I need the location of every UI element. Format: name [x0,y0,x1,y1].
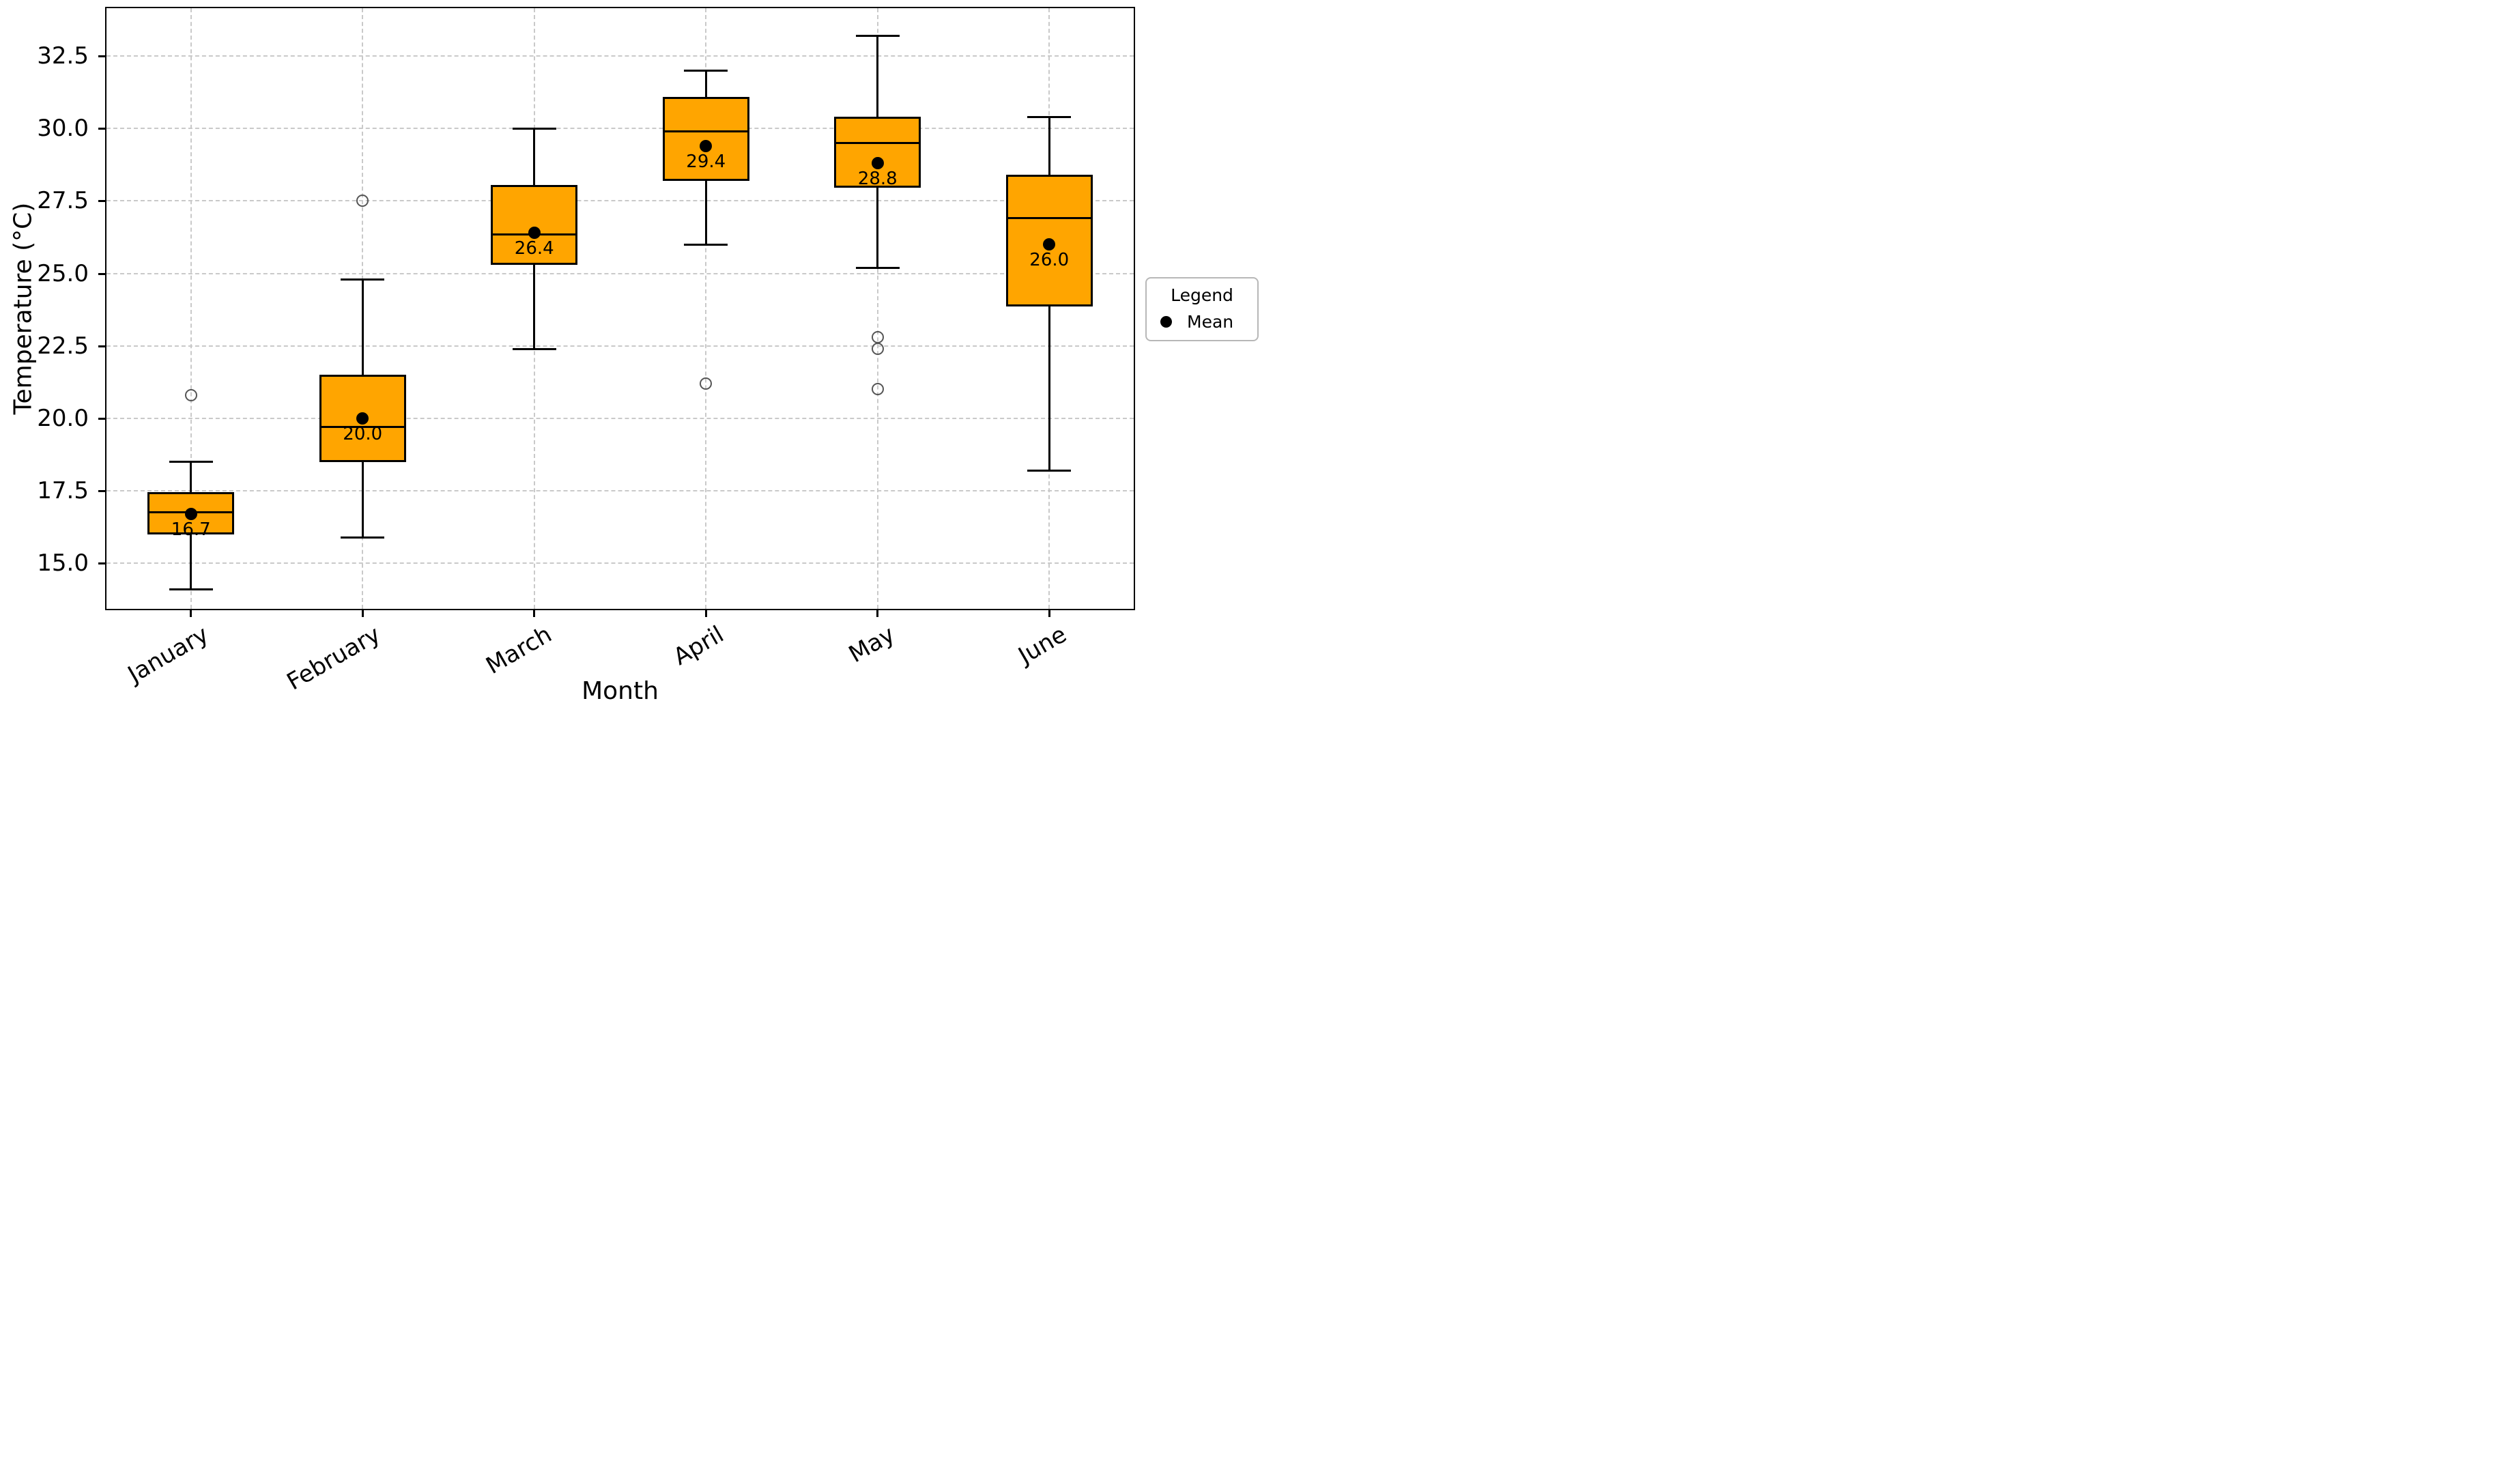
y-tick-label: 20.0 [37,404,89,432]
x-tick [190,610,192,617]
x-tick-label: March [481,620,557,680]
whisker-cap-bottom [684,243,728,246]
x-tick-label: May [844,620,900,669]
whisker-cap-top [1027,115,1072,118]
y-tick-label: 32.5 [37,42,89,70]
x-tick [1048,610,1050,617]
x-tick [361,610,364,617]
outlier-marker [871,383,884,396]
y-tick-label: 27.5 [37,187,89,215]
y-tick [98,490,105,493]
y-axis-title: Temperature (°C) [9,202,38,415]
whisker-cap-bottom [341,536,385,539]
boxplot-figure: 15.0 17.5 20.0 22.5 25.0 27.5 30.0 32.5 January F… [0,0,1260,730]
mean-marker-icon [1160,316,1172,328]
x-gridline [876,8,878,609]
x-gridline [190,8,192,609]
x-tick [876,610,879,617]
y-gridline [106,345,1134,347]
box-iqr [491,185,578,265]
whisker-cap-top [512,127,556,130]
median-line [834,142,921,145]
outlier-marker [184,388,197,401]
y-gridline [106,200,1134,202]
y-tick [98,200,105,203]
outlier-marker [871,331,884,344]
x-gridline [705,8,707,609]
whisker-cap-bottom [512,347,556,350]
outlier-marker [356,195,369,207]
whisker-cap-top [341,278,385,281]
y-tick [98,562,105,565]
y-tick-label: 30.0 [37,115,89,143]
outlier-marker [871,343,884,356]
mean-value-label: 29.4 [686,151,726,172]
mean-marker [1043,238,1056,251]
box-iqr [834,117,921,188]
mean-value-label: 28.8 [857,169,898,190]
legend: Legend Mean [1145,277,1259,341]
whisker-cap-bottom [169,588,213,590]
y-gridline [106,490,1134,492]
legend-entry-mean: Mean [1156,312,1248,332]
y-tick-label: 25.0 [37,259,89,287]
y-tick-label: 15.0 [37,549,89,577]
plot-area [105,7,1135,610]
y-gridline [106,128,1134,130]
y-tick-label: 22.5 [37,332,89,360]
whisker-cap-top [169,461,213,463]
y-gridline [106,562,1134,564]
mean-value-label: 16.7 [171,519,211,541]
median-line [319,426,406,429]
whisker-cap-bottom [1027,469,1072,472]
whisker-cap-top [855,34,900,37]
x-tick [533,610,536,617]
mean-marker [700,139,713,152]
mean-marker [528,227,541,240]
y-gridline [106,272,1134,274]
mean-marker [356,412,369,425]
x-axis-title: Month [582,677,659,705]
mean-value-label: 26.0 [1029,250,1070,271]
mean-marker [871,157,884,170]
y-gridline [106,55,1134,57]
mean-value-label: 20.0 [343,423,383,444]
legend-entry-label: Mean [1187,312,1234,332]
median-line [662,130,749,133]
mean-value-label: 26.4 [514,238,554,259]
median-line [1005,217,1093,220]
y-tick [98,345,105,347]
whisker-cap-top [684,69,728,72]
box-iqr [662,96,749,181]
x-tick-label: April [668,620,728,671]
y-tick-label: 17.5 [37,477,89,505]
legend-title: Legend [1171,285,1233,305]
y-gridline [106,417,1134,419]
y-tick [98,272,105,275]
whisker-cap-bottom [855,266,900,269]
mean-marker [184,508,197,521]
y-tick [98,55,105,58]
outlier-marker [700,377,713,390]
x-tick-label: June [1014,620,1072,670]
x-tick [704,610,707,617]
y-tick [98,128,105,130]
y-tick [98,417,105,420]
